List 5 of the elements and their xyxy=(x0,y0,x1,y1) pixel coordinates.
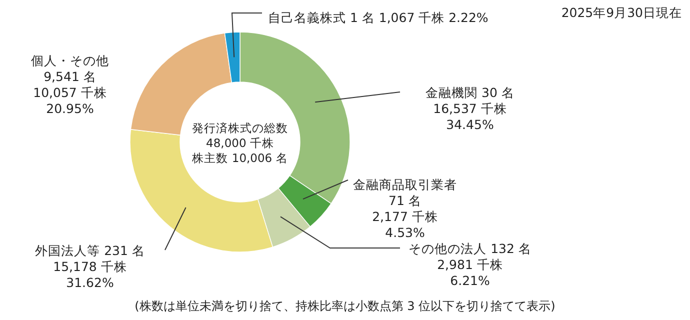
annotation: 株主数 10,006 名 xyxy=(192,151,288,165)
title: 2025年9月30日現在 xyxy=(561,5,682,20)
annotation: (株数は単位未満を切り捨て、持株比率は小数点第 3 位以下を切り捨てて表示) xyxy=(134,299,556,313)
annotation: 発行済株式の総数 xyxy=(192,121,288,135)
annotation: 48,000 千株 xyxy=(206,136,274,150)
